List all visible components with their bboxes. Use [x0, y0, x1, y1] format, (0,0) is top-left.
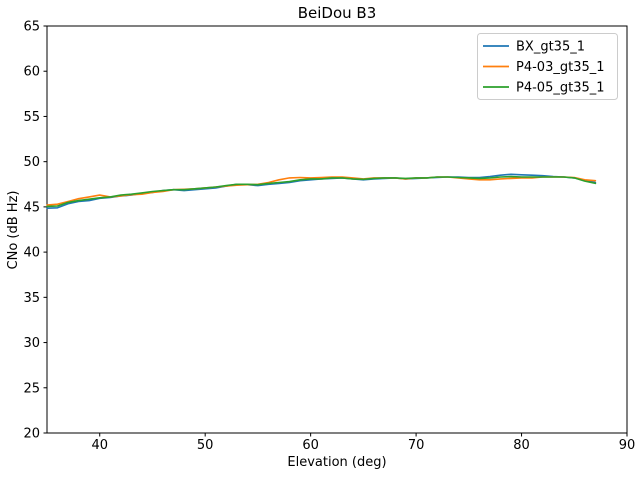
- y-tick-label: 65: [23, 20, 40, 35]
- y-tick-label: 45: [23, 200, 40, 215]
- legend-entry: P4-03_gt35_1: [483, 60, 605, 75]
- x-tick-label: 50: [197, 438, 214, 453]
- y-tick-label: 20: [23, 427, 40, 442]
- legend-entry: P4-05_gt35_1: [483, 81, 605, 96]
- chart-title: BeiDou B3: [298, 4, 377, 22]
- legend-frame: [477, 33, 618, 100]
- legend-label: P4-05_gt35_1: [516, 81, 605, 96]
- legend-label: BX_gt35_1: [516, 40, 585, 55]
- x-tick-label: 60: [302, 438, 319, 453]
- y-axis-label: CNo (dB Hz): [6, 191, 21, 270]
- y-tick-label: 50: [23, 155, 40, 170]
- legend: BX_gt35_1 P4-03_gt35_1 P4-05_gt35_1: [477, 33, 618, 100]
- y-tick-label: 60: [23, 65, 40, 80]
- x-tick-label: 40: [91, 438, 108, 453]
- x-tick-label: 80: [513, 438, 530, 453]
- y-tick-label: 40: [23, 246, 40, 261]
- legend-entry: BX_gt35_1: [483, 40, 585, 55]
- y-tick-label: 55: [23, 110, 40, 125]
- x-axis-label: Elevation (deg): [287, 455, 386, 470]
- legend-label: P4-03_gt35_1: [516, 60, 605, 75]
- series-line-p4-03-gt35-1: [46, 176, 597, 206]
- x-tick-label: 70: [408, 438, 425, 453]
- series-line-p4-05-gt35-1: [46, 175, 597, 208]
- y-tick-label: 25: [23, 381, 40, 396]
- y-tick-label: 30: [23, 336, 40, 351]
- plot-frame: [46, 25, 628, 434]
- x-tick-label: 90: [619, 438, 636, 453]
- plot-area: 40 50 60 70 80 90 20 25 30 35 40 45 50 55 60 65: [23, 20, 635, 454]
- y-tick-label: 35: [23, 291, 40, 306]
